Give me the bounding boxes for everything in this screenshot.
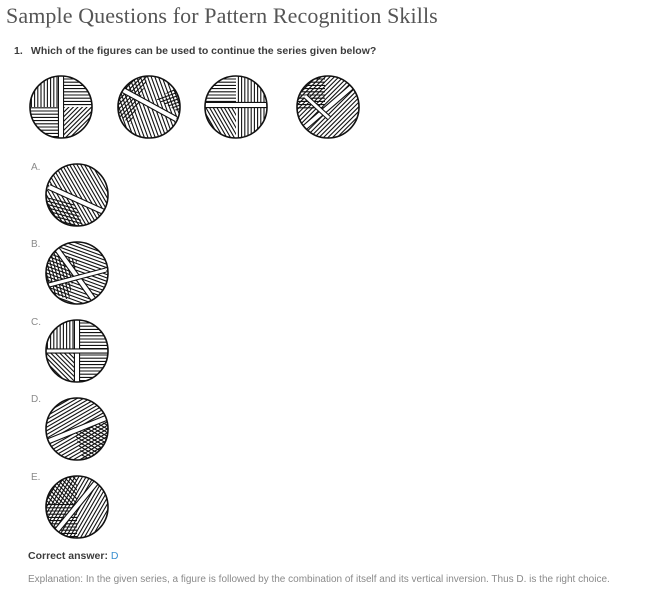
option-b-figure[interactable] — [44, 240, 110, 306]
option-b-label: B. — [31, 239, 41, 250]
option-c-figure[interactable] — [44, 318, 110, 384]
question-number: 1. — [14, 45, 23, 57]
option-c-label: C. — [31, 317, 41, 328]
option-e-figure[interactable] — [44, 474, 110, 540]
explanation-text: Explanation: In the given series, a figu… — [28, 574, 610, 585]
question-label: Which of the figures can be used to cont… — [30, 45, 377, 57]
series-figures — [0, 74, 400, 146]
correct-answer-value: D — [110, 550, 119, 562]
series-figure-4 — [296, 75, 360, 139]
option-a-label: A. — [31, 162, 41, 173]
option-d-label: D. — [31, 394, 41, 405]
question-text: 1. Which of the figures can be used to c… — [14, 45, 376, 57]
option-e-label: E. — [31, 472, 41, 483]
series-figure-1 — [29, 75, 93, 139]
option-d-figure[interactable] — [44, 396, 110, 462]
option-a-figure[interactable] — [44, 162, 110, 228]
series-figure-2 — [117, 75, 181, 139]
series-figure-3 — [204, 75, 268, 139]
correct-answer-label: Correct answer: — [28, 550, 108, 562]
correct-answer: Correct answer: D — [28, 550, 118, 562]
page-title: Sample Questions for Pattern Recognition… — [6, 3, 438, 28]
